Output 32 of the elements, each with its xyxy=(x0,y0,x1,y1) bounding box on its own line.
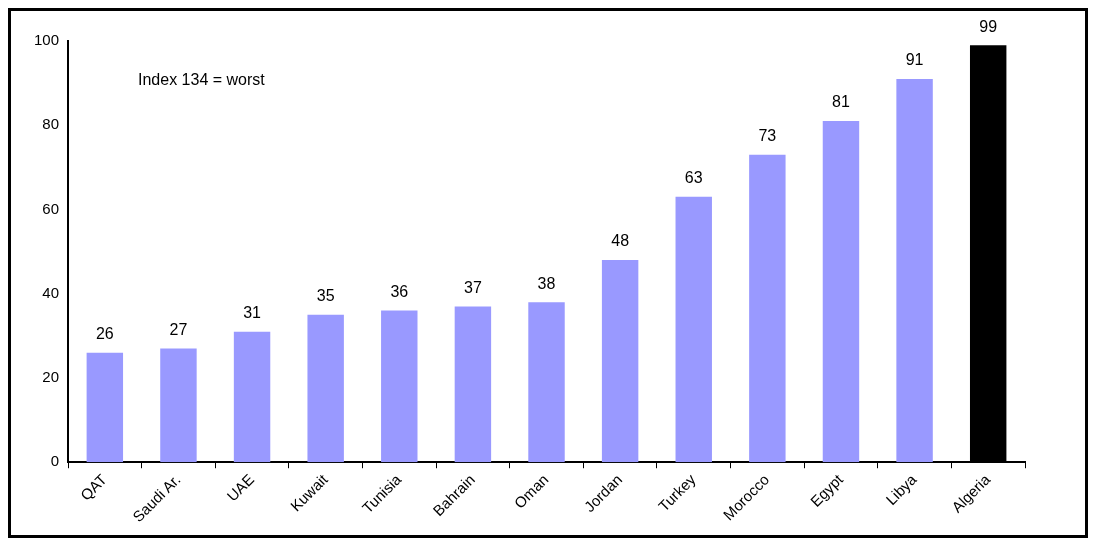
data-label: 63 xyxy=(684,169,703,187)
bar xyxy=(749,154,786,463)
y-tick-label: 20 xyxy=(42,368,60,386)
y-tick-label: 100 xyxy=(34,31,60,49)
bar xyxy=(528,302,565,463)
bar xyxy=(307,314,344,463)
y-tick-label: 40 xyxy=(42,283,60,301)
bar xyxy=(381,310,418,463)
bar xyxy=(454,306,492,463)
data-label: 27 xyxy=(169,320,188,338)
data-label: 31 xyxy=(243,304,262,322)
data-label: 48 xyxy=(611,232,630,250)
y-tick-label: 60 xyxy=(42,199,60,217)
data-label: 36 xyxy=(390,282,409,300)
data-label: 26 xyxy=(95,325,114,343)
bar xyxy=(233,331,271,463)
bar xyxy=(601,260,639,463)
data-label: 99 xyxy=(979,17,998,35)
bar xyxy=(160,348,197,463)
annotation: Index 134 = worst xyxy=(138,71,266,89)
y-tick-label: 80 xyxy=(42,115,60,133)
data-label: 35 xyxy=(316,287,335,305)
data-label: 91 xyxy=(905,51,924,69)
y-tick-label: 0 xyxy=(50,452,60,470)
bar xyxy=(822,121,860,463)
data-label: 81 xyxy=(832,93,850,111)
data-label: 38 xyxy=(537,274,556,292)
data-label: 73 xyxy=(758,127,777,145)
data-label: 37 xyxy=(464,278,482,296)
bar xyxy=(86,352,124,463)
bar xyxy=(675,196,712,463)
bar xyxy=(896,78,933,463)
